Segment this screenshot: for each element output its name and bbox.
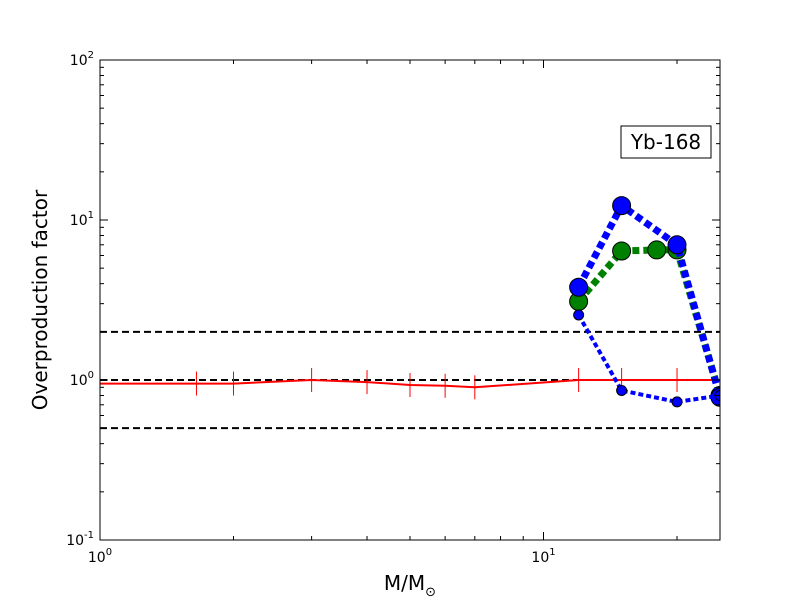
series-2-point	[612, 196, 632, 216]
series-2	[569, 196, 720, 407]
series-1-point	[612, 241, 632, 261]
x-tick-label-exponent: 0	[106, 547, 112, 558]
series-1-point	[647, 240, 667, 260]
y-tick-label-base: 10	[70, 373, 88, 389]
y-tick-label: 10-1	[66, 530, 94, 549]
series-3-line	[576, 314, 720, 404]
x-tick-label-base: 10	[88, 550, 106, 566]
series-3-point	[573, 309, 585, 321]
annotation-box: Yb-168	[620, 125, 712, 159]
y-axis-title: Overproduction factor	[28, 189, 52, 410]
series-group	[100, 196, 720, 408]
x-axis-title-subscript: ⊙	[425, 585, 436, 600]
y-tick-label-base: 10	[70, 213, 88, 229]
y-tick-label-exponent: 2	[88, 50, 94, 61]
x-tick-label: 100	[88, 547, 112, 566]
series-0-line	[100, 379, 720, 389]
series-3-point	[671, 396, 683, 408]
x-axis-title: M/M⊙	[384, 571, 436, 600]
y-tick-label-base: 10	[70, 53, 88, 69]
series-2-point	[569, 277, 589, 297]
x-tick-label-base: 10	[531, 550, 549, 566]
plot-area	[100, 60, 720, 540]
annotation-label: Yb-168	[630, 130, 701, 154]
series-0	[100, 368, 720, 400]
series-2-point	[667, 235, 687, 255]
y-tick-label: 102	[70, 50, 94, 69]
x-tick-label: 101	[531, 547, 555, 566]
x-tick-label-exponent: 1	[549, 547, 555, 558]
series-3	[573, 309, 720, 408]
series-2-line	[575, 202, 720, 399]
y-tick-label-exponent: 0	[88, 370, 94, 381]
y-tick-label-exponent: 1	[88, 210, 94, 221]
x-axis-title-text: M/M	[384, 571, 425, 595]
annotation-frame	[620, 125, 712, 159]
y-tick-label-base: 10	[66, 533, 84, 549]
y-tick-label: 101	[70, 210, 94, 229]
series-3-point	[616, 384, 628, 396]
y-tick-label: 100	[70, 370, 94, 389]
y-tick-label-exponent: -1	[84, 530, 94, 541]
